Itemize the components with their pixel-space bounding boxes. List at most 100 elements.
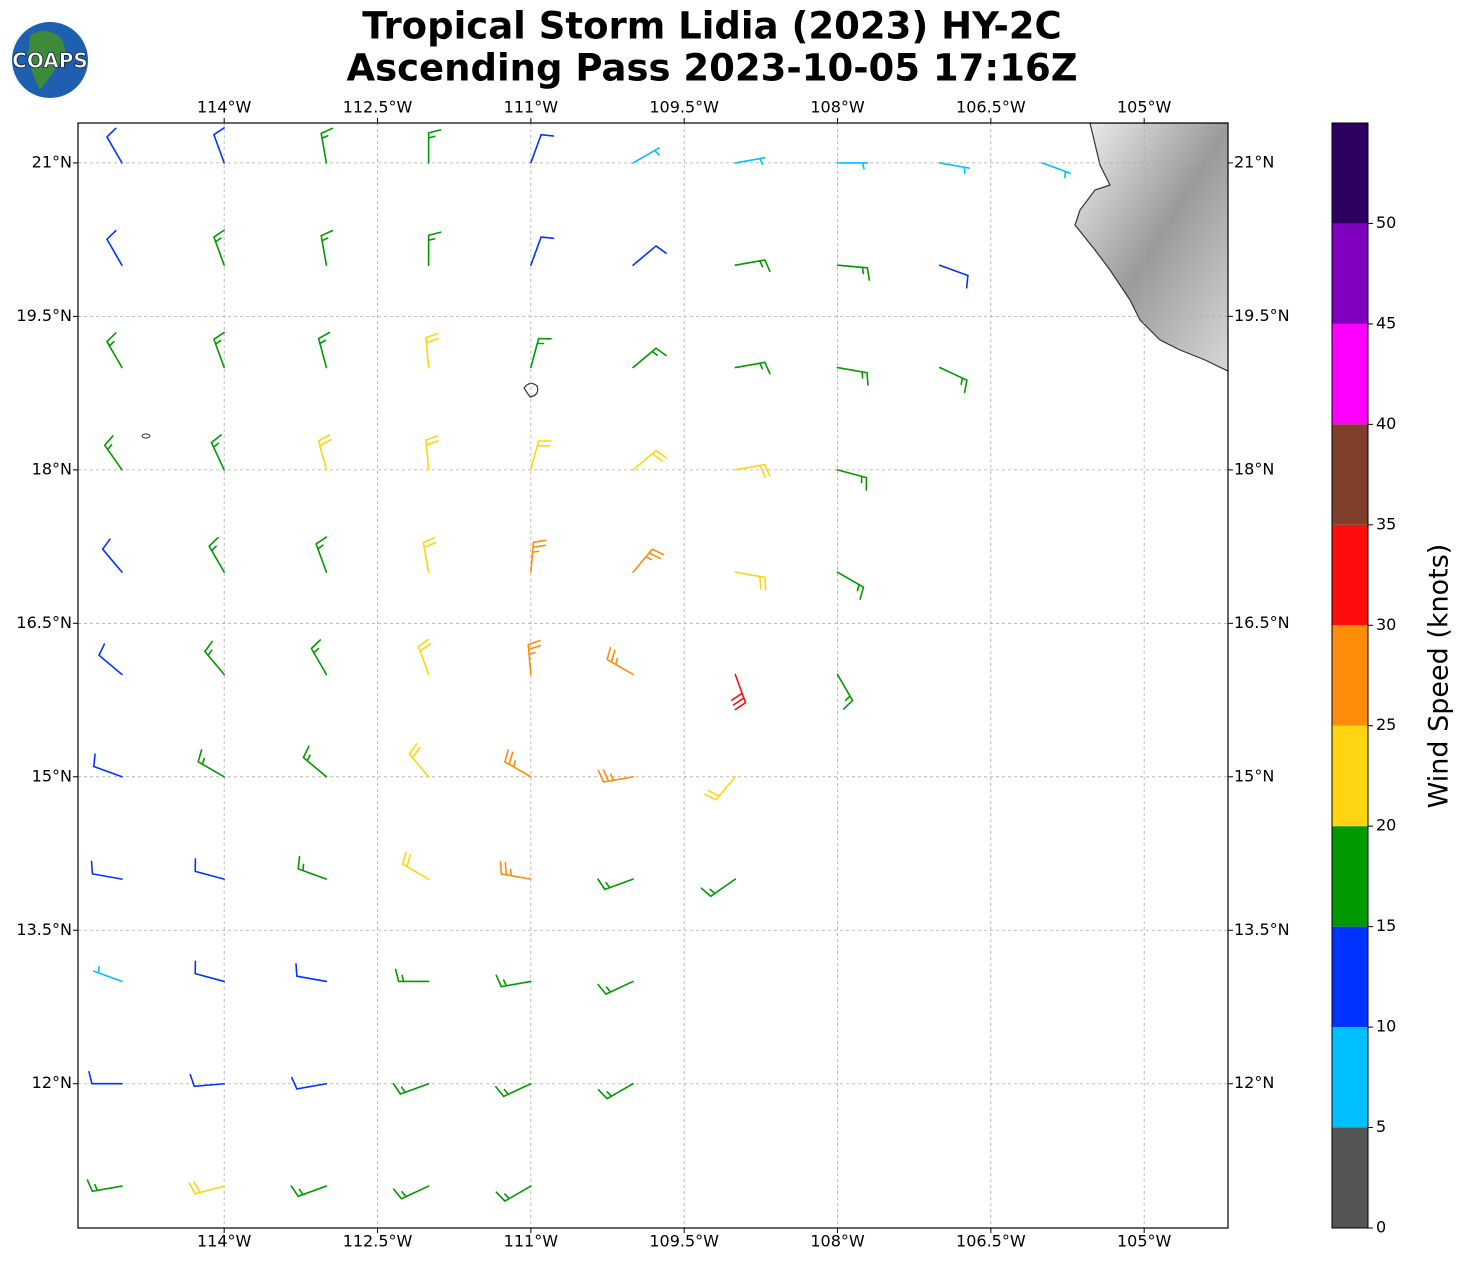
wind-barb (632, 245, 667, 267)
wind-barb (92, 753, 123, 778)
logo: COAPS (12, 22, 88, 98)
coastline (1074, 123, 1228, 372)
wind-barb (98, 643, 123, 676)
wind-barb (597, 1082, 634, 1100)
wind-barb (90, 860, 123, 880)
wind-barb (210, 434, 225, 471)
y-tick-label: 16.5°N (16, 613, 72, 632)
wind-barb (700, 878, 737, 898)
wind-barb (213, 126, 225, 164)
wind-barb (188, 1180, 225, 1195)
wind-barb (392, 1185, 430, 1200)
y-tick-label: 15°N (32, 766, 72, 785)
x-tick-label: 108°W (810, 98, 865, 117)
x-tick-label: 106.5°W (956, 98, 1026, 117)
y-tick-label: 19.5°N (1234, 306, 1290, 325)
wind-barb (427, 129, 442, 164)
x-tick-label: 114°W (197, 1232, 252, 1251)
colorbar-segment (1332, 223, 1368, 324)
wind-barb (836, 162, 869, 170)
wind-barb (295, 963, 328, 983)
colorbar: 0 5 10 15 20 25 30 35 40 45 50 (1331, 122, 1396, 1237)
y-tick-label: 18°N (1234, 459, 1274, 478)
grid (78, 123, 1228, 1228)
colorbar-frame (1331, 122, 1369, 1229)
island (141, 433, 151, 439)
colorbar-segment (1332, 123, 1368, 224)
colorbar-tick-label: 35 (1376, 514, 1396, 533)
wind-barb (836, 673, 854, 710)
y-tick-label: 15°N (1234, 766, 1274, 785)
wind-barb (734, 361, 771, 375)
wind-barb (495, 1082, 532, 1098)
map-frame (77, 122, 1229, 1229)
wind-barb (417, 638, 432, 676)
wind-barb (836, 264, 871, 281)
colorbar-segment (1332, 926, 1368, 1028)
wind-barb (530, 236, 555, 267)
wind-barb (597, 769, 634, 783)
colorbar-tick-label: 50 (1376, 213, 1396, 232)
x-tick-label: 111°W (504, 98, 559, 117)
barbs (86, 126, 1071, 1202)
colorbar-segment (1332, 1027, 1368, 1128)
wind-barb (392, 1082, 430, 1095)
wind-barb (836, 366, 869, 386)
wind-barb (291, 1076, 328, 1090)
wind-barb (530, 539, 547, 573)
wind-barb (317, 434, 332, 471)
wind-barb (394, 968, 430, 983)
colorbar-tick-label: 20 (1376, 816, 1396, 835)
wind-barb (194, 858, 225, 880)
wind-barb (499, 860, 532, 880)
x-tick-label: 108°W (810, 1232, 865, 1251)
x-tick-label: 105°W (1117, 1232, 1172, 1251)
wind-barb (401, 851, 430, 880)
colorbar-segment (1332, 1127, 1368, 1228)
colorbar-segment (1332, 323, 1368, 425)
wind-barb (734, 571, 767, 591)
wind-barb (504, 749, 532, 778)
y-tick-label: 13.5°N (16, 920, 72, 939)
wind-barb (530, 133, 555, 164)
wind-barb (422, 536, 437, 573)
x-tick-label: 112.5°W (343, 1232, 413, 1251)
y-tick-label: 12°N (32, 1073, 72, 1092)
colorbar-tick-label: 5 (1376, 1117, 1386, 1136)
wind-barb (101, 538, 123, 573)
y-tick-label: 21°N (1234, 152, 1274, 171)
colorbar-tick-label: 45 (1376, 313, 1396, 332)
wind-barb (302, 745, 328, 778)
wind-barb (530, 337, 552, 369)
colorbar-segment (1332, 625, 1368, 726)
y-tick-label: 21°N (32, 152, 72, 171)
wind-barb (425, 435, 439, 471)
colorbar-tick-label: 0 (1376, 1218, 1386, 1237)
island (523, 382, 539, 398)
wind-barb (92, 965, 123, 983)
wind-barb (320, 229, 334, 267)
wind-barb (734, 156, 766, 166)
wind-barb (86, 1179, 123, 1193)
y-tick-label: 16.5°N (1234, 613, 1290, 632)
colorbar-segment (1332, 826, 1368, 927)
wind-barb (106, 229, 123, 267)
wind-barb (731, 673, 747, 711)
colorbar-tick-label: 30 (1376, 615, 1396, 634)
wind-barb (213, 331, 225, 369)
wind-barb (189, 1073, 225, 1088)
wind-barb (734, 463, 771, 478)
x-tick-label: 106.5°W (956, 1232, 1026, 1251)
wind-barb (320, 127, 334, 164)
y-tick-label: 19.5°N (16, 306, 72, 325)
colorbar-tick-label: 10 (1376, 1017, 1396, 1036)
wind-barb (213, 229, 225, 267)
wind-barb (194, 960, 225, 983)
chart-title: Tropical Storm Lidia (2023) HY-2C (362, 5, 1061, 48)
wind-barb (495, 974, 532, 988)
x-tick-label: 111°W (504, 1232, 559, 1251)
wind-barb (427, 231, 442, 267)
wind-barb (836, 571, 865, 600)
wind-barb (495, 1185, 532, 1202)
